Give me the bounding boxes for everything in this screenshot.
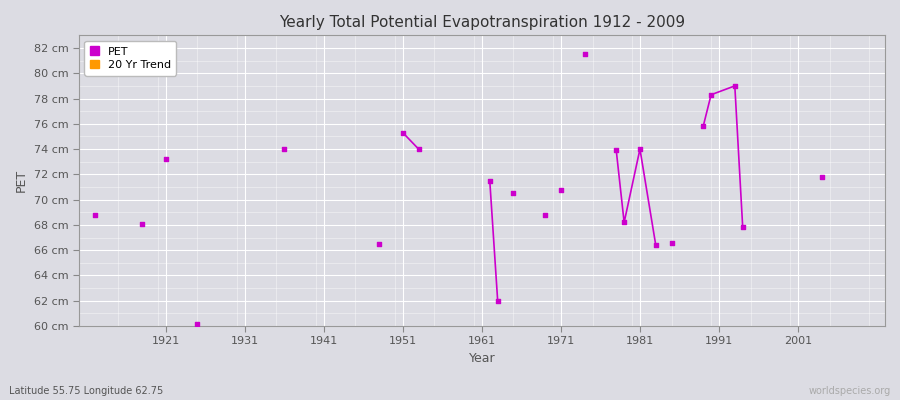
Point	[649, 242, 663, 248]
Point	[372, 241, 386, 247]
Legend: PET, 20 Yr Trend: PET, 20 Yr Trend	[85, 41, 176, 76]
Point	[696, 123, 710, 130]
Text: Latitude 55.75 Longitude 62.75: Latitude 55.75 Longitude 62.75	[9, 386, 163, 396]
Point	[87, 212, 102, 218]
Title: Yearly Total Potential Evapotranspiration 1912 - 2009: Yearly Total Potential Evapotranspiratio…	[279, 15, 685, 30]
Y-axis label: PET: PET	[15, 169, 28, 192]
Point	[158, 156, 173, 162]
Point	[735, 224, 750, 231]
Point	[616, 219, 631, 226]
Point	[704, 92, 718, 98]
Point	[411, 146, 426, 152]
Point	[664, 240, 679, 246]
Point	[633, 146, 647, 152]
Point	[727, 83, 742, 89]
Point	[190, 320, 204, 327]
Point	[135, 220, 149, 227]
Point	[277, 146, 292, 152]
Point	[507, 190, 521, 196]
X-axis label: Year: Year	[469, 352, 495, 365]
Point	[538, 212, 553, 218]
Point	[814, 174, 829, 180]
Point	[578, 51, 592, 58]
Text: worldspecies.org: worldspecies.org	[809, 386, 891, 396]
Point	[609, 147, 624, 154]
Point	[491, 298, 505, 304]
Point	[554, 186, 568, 193]
Point	[482, 178, 497, 184]
Point	[396, 130, 410, 136]
